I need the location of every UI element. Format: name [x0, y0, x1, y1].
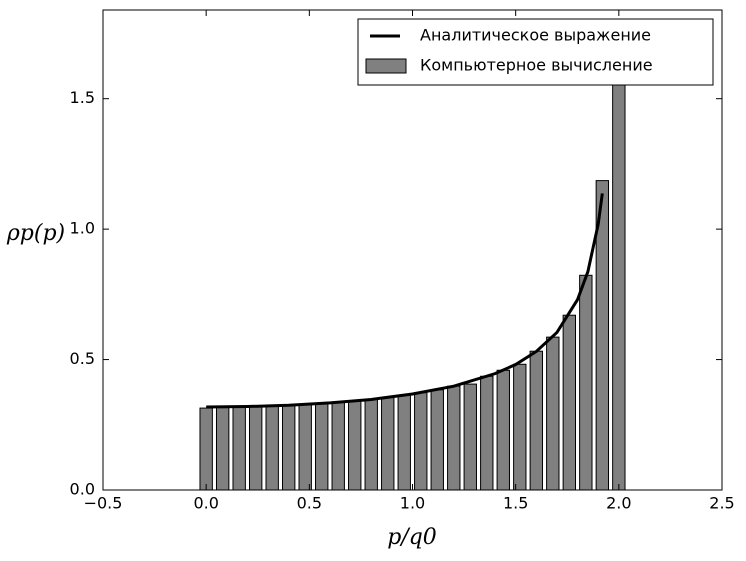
y-tick-label: 1.0 [70, 219, 95, 238]
bar [381, 397, 395, 491]
legend-bar-swatch [365, 58, 407, 74]
bar [364, 398, 378, 491]
legend-box [357, 18, 714, 86]
x-tick-label: 2.5 [709, 494, 734, 513]
bar [562, 314, 577, 491]
x-axis-label: p/q0 [387, 525, 437, 550]
bar [579, 274, 593, 491]
bar [529, 350, 543, 491]
legend-label: Компьютерное вычисление [420, 56, 653, 75]
bar [463, 383, 477, 491]
bar [248, 406, 263, 491]
x-tick-label: 0.0 [193, 494, 218, 513]
y-tick-label: 1.5 [70, 88, 95, 107]
bar [265, 405, 279, 491]
bar [315, 402, 329, 491]
line [206, 193, 604, 409]
bar [430, 389, 444, 491]
x-tick-label: 1.5 [503, 494, 528, 513]
bar [199, 407, 213, 491]
x-tick-label: 1.0 [400, 494, 425, 513]
bar [447, 385, 461, 491]
y-tick-label: 0.0 [70, 480, 95, 499]
bar [612, 72, 626, 491]
bar [282, 404, 296, 491]
legend-label: Аналитическое выражение [420, 26, 651, 45]
bar [496, 369, 510, 491]
bar [397, 394, 411, 491]
x-tick-label: 2.0 [606, 494, 631, 513]
bar [348, 400, 362, 491]
x-tick-label: 0.5 [297, 494, 322, 513]
bar [215, 407, 230, 491]
bar [414, 392, 428, 491]
y-tick-label: 0.5 [70, 349, 95, 368]
x-tick-label: −0.5 [84, 494, 123, 513]
bar [331, 401, 345, 491]
bar [480, 375, 494, 491]
bar [546, 336, 560, 491]
bar [298, 403, 312, 491]
bar [513, 363, 527, 491]
y-axis-label: ρp(p) [6, 221, 65, 246]
bar [232, 406, 246, 491]
